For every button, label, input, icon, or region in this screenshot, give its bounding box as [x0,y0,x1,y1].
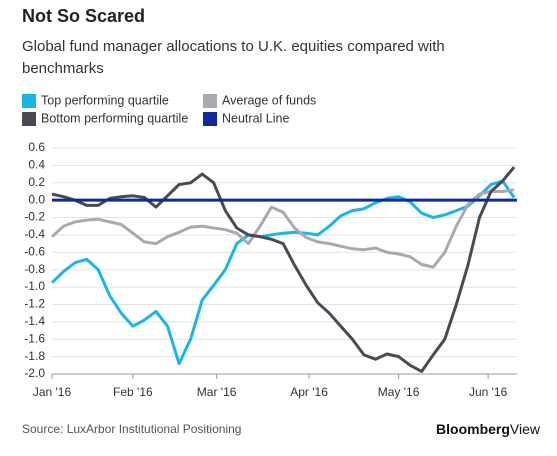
y-tick-label: -2.0 [24,366,45,380]
y-tick-label: -1.8 [24,349,45,363]
y-tick-label: -0.8 [24,262,45,276]
brand-bold: Bloomberg [436,421,510,437]
y-tick-label: -0.6 [24,244,45,258]
legend-swatch [22,112,36,126]
x-tick-label: Jun '16 [469,385,508,399]
y-tick-label: -1.2 [24,297,45,311]
y-tick-label: -0.2 [24,210,45,224]
source: Source: LuxArbor Institutional Positioni… [22,422,241,436]
legend-label: Average of funds [222,93,316,107]
y-tick-label: -1.4 [24,314,45,328]
brand: BloombergView [436,421,541,437]
chart-title: Not So Scared [22,6,145,26]
legend-swatch [203,112,217,126]
legend-label: Top performing quartile [41,93,169,107]
legend-label: Neutral Line [222,111,289,125]
x-tick-label: Apr '16 [290,385,328,399]
series-line [50,179,516,366]
series-line [50,188,515,269]
legend-label: Bottom performing quartile [41,111,188,125]
legend-swatch [203,94,217,108]
series-line [51,166,516,373]
y-tick-label: 0.2 [28,175,45,189]
y-tick-label: -1.6 [24,331,45,345]
y-tick-label: -1.0 [24,279,45,293]
x-tick-label: Mar '16 [197,385,237,399]
subtitle-line: benchmarks [22,60,104,77]
y-tick-label: 0.6 [28,140,45,154]
x-tick-label: Feb '16 [113,385,153,399]
y-tick-label: -0.4 [24,227,45,241]
subtitle-line: Global fund manager allocations to U.K. … [22,38,445,55]
legend-swatch [22,94,36,108]
y-tick-label: 0.4 [28,158,45,172]
y-tick-label: 0.0 [28,192,45,206]
x-tick-label: May '16 [378,385,420,399]
x-tick-label: Jan '16 [33,385,72,399]
chart-subtitle: Global fund manager allocations to U.K. … [22,38,445,77]
brand-light: View [510,421,541,437]
